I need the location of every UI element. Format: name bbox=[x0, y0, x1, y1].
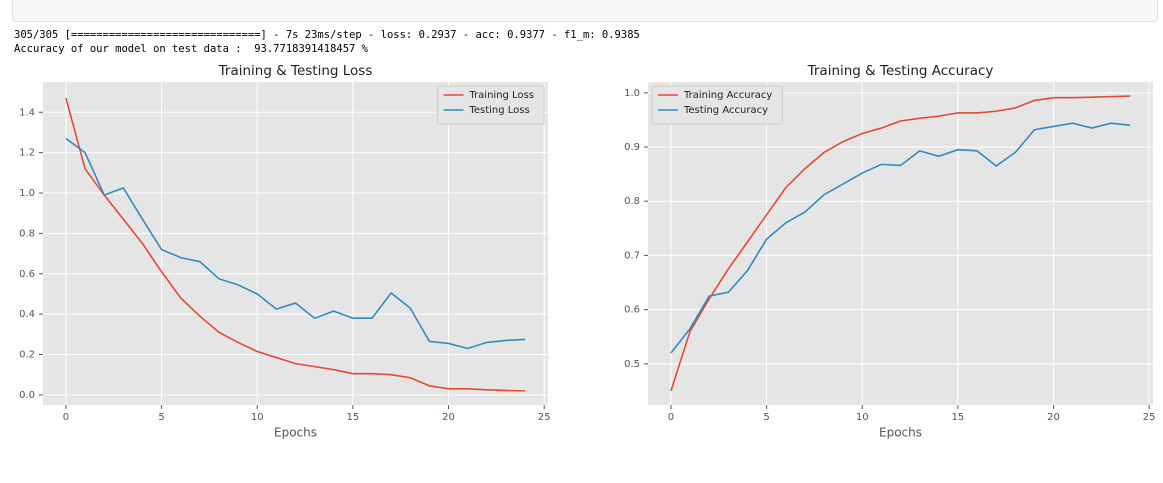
y-tick-label: 1.4 bbox=[19, 107, 35, 118]
x-tick-label: 25 bbox=[1143, 412, 1156, 423]
legend-box bbox=[436, 85, 545, 125]
x-tick-label: 5 bbox=[763, 412, 769, 423]
y-tick-label: 0.2 bbox=[19, 350, 35, 361]
y-tick-label: 0.5 bbox=[624, 359, 640, 370]
x-tick-label: 0 bbox=[63, 412, 69, 423]
x-axis-label: Epochs bbox=[879, 426, 922, 440]
legend-label: Testing Loss bbox=[468, 105, 529, 116]
y-tick-label: 0.6 bbox=[624, 305, 640, 316]
line-series bbox=[670, 122, 1131, 354]
x-tick-label: 20 bbox=[442, 412, 455, 423]
x-tick-label: 15 bbox=[952, 412, 965, 423]
console-line: Accuracy of our model on test data : 93.… bbox=[14, 43, 369, 55]
y-tick-label: 1.2 bbox=[19, 148, 35, 159]
x-tick-label: 0 bbox=[668, 412, 674, 423]
legend-label: Training Loss bbox=[468, 90, 534, 101]
legend-label: Testing Accuracy bbox=[683, 105, 768, 116]
y-tick-label: 1.0 bbox=[624, 88, 640, 99]
x-tick-label: 15 bbox=[347, 412, 360, 423]
y-tick-label: 0.0 bbox=[19, 390, 35, 401]
line-series bbox=[65, 137, 526, 350]
y-tick-label: 0.6 bbox=[19, 269, 35, 280]
y-tick-label: 0.7 bbox=[624, 250, 640, 261]
legend: Training Accuracy Testing Accuracy bbox=[651, 85, 783, 125]
y-tick-label: 1.0 bbox=[19, 188, 35, 199]
console-line: 305/305 [==============================]… bbox=[14, 29, 640, 41]
y-tick-label: 0.8 bbox=[19, 228, 35, 239]
y-tick-label: 0.4 bbox=[19, 309, 35, 320]
x-tick-label: 20 bbox=[1047, 412, 1060, 423]
x-axis-label: Epochs bbox=[274, 426, 317, 440]
legend-label: Training Accuracy bbox=[683, 90, 772, 101]
line-series bbox=[670, 95, 1131, 392]
x-tick-label: 25 bbox=[538, 412, 551, 423]
plot-area bbox=[648, 82, 1153, 405]
plot-area bbox=[43, 82, 548, 405]
chart-title: Training & Testing Loss bbox=[218, 63, 373, 79]
input-cell bbox=[12, 0, 1158, 22]
x-tick-label: 10 bbox=[856, 412, 869, 423]
legend: Training Loss Testing Loss bbox=[436, 85, 545, 125]
x-tick-label: 5 bbox=[158, 412, 164, 423]
legend-box bbox=[651, 85, 783, 125]
line-series bbox=[65, 97, 526, 392]
y-tick-label: 0.9 bbox=[624, 142, 640, 153]
chart-title: Training & Testing Accuracy bbox=[807, 63, 994, 79]
y-tick-label: 0.8 bbox=[624, 196, 640, 207]
x-tick-label: 10 bbox=[251, 412, 264, 423]
